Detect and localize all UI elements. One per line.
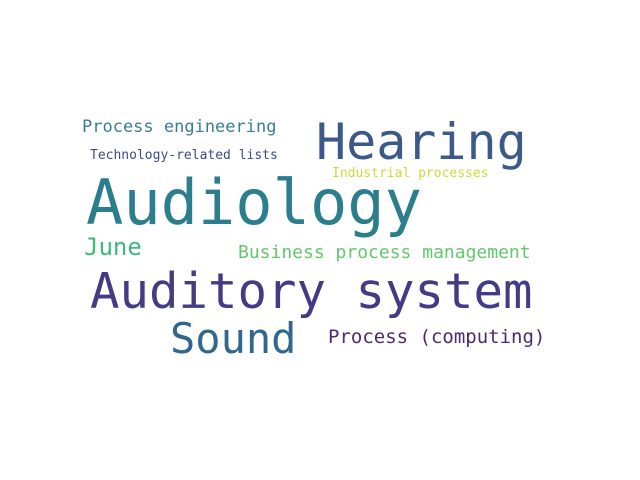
word-auditory-system: Auditory system xyxy=(90,263,533,320)
word-business-process-management: Business process management xyxy=(238,242,531,263)
word-june: June xyxy=(84,233,142,261)
word-hearing: Hearing xyxy=(316,113,527,171)
word-technology-related-lists: Technology-related lists xyxy=(90,148,278,163)
word-industrial-processes: Industrial processes xyxy=(332,166,489,181)
word-process-computing: Process (computing) xyxy=(328,326,546,348)
word-process-engineering: Process engineering xyxy=(82,117,277,137)
word-sound: Sound xyxy=(170,314,297,363)
word-audiology: Audiology xyxy=(86,166,422,239)
